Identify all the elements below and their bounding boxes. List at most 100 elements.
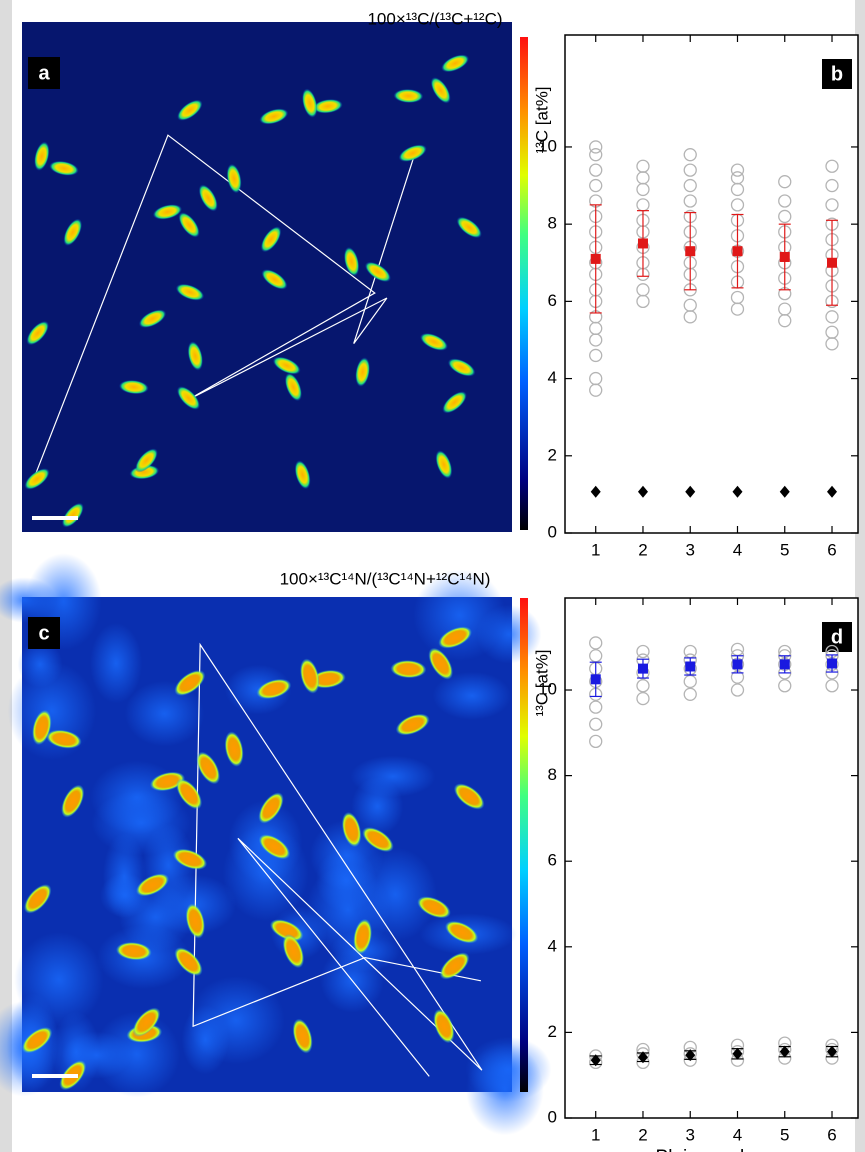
cell	[395, 713, 430, 736]
cell	[302, 88, 318, 118]
x-axis-label: Plain number	[656, 1147, 769, 1152]
y-axis-label: ¹³C [at%]	[532, 86, 551, 153]
y-tick-label: 2	[548, 1022, 557, 1041]
cell	[398, 144, 427, 162]
cell	[444, 920, 479, 944]
data-point	[637, 663, 648, 674]
cell	[256, 678, 292, 700]
x-tick-label: 2	[638, 540, 647, 559]
cell	[32, 709, 52, 746]
y-tick-label: 8	[548, 765, 557, 784]
cell	[364, 261, 391, 283]
data-point	[730, 198, 745, 212]
data-point	[637, 485, 648, 498]
cell	[152, 204, 183, 220]
cell	[26, 320, 49, 346]
cell	[34, 141, 50, 171]
data-point	[589, 371, 603, 386]
data-point	[636, 644, 650, 659]
panel-label-box	[28, 617, 60, 649]
cell	[174, 947, 203, 977]
data-point	[779, 485, 790, 498]
x-tick-label: 5	[780, 540, 789, 559]
data-point	[685, 246, 696, 257]
region-outline	[192, 642, 483, 1077]
data-point	[685, 1049, 696, 1062]
cell	[176, 386, 201, 410]
cell	[428, 647, 453, 680]
data-point	[827, 1045, 838, 1058]
cell	[393, 88, 424, 103]
cell	[115, 942, 152, 961]
data-point	[589, 178, 603, 193]
x-tick-label: 3	[685, 1125, 694, 1144]
cell	[269, 919, 304, 942]
cell	[258, 792, 284, 824]
data-point	[827, 658, 838, 669]
data-point	[825, 159, 839, 173]
data-point	[589, 636, 603, 650]
x-tick-label: 5	[780, 1125, 789, 1144]
cell	[390, 660, 427, 679]
cell	[24, 468, 50, 490]
data-point	[779, 251, 790, 262]
data-point	[730, 163, 745, 177]
cell	[272, 356, 301, 375]
cell	[196, 751, 221, 785]
plot-area	[564, 34, 859, 534]
data-point	[778, 209, 792, 224]
data-point	[590, 1054, 601, 1067]
data-point	[636, 679, 650, 693]
cell	[420, 333, 448, 351]
y-tick-label: 4	[548, 368, 557, 387]
x-tick-label: 1	[591, 540, 600, 559]
panel-label: b	[831, 63, 843, 85]
cell	[441, 54, 470, 73]
data-point	[827, 257, 838, 268]
data-point	[730, 171, 745, 185]
cell	[226, 163, 242, 194]
y-tick-label: 8	[548, 214, 557, 233]
cell	[138, 309, 167, 328]
data-point	[589, 717, 603, 731]
data-point	[590, 485, 601, 498]
data-point	[589, 163, 603, 177]
cell	[438, 626, 472, 649]
cell	[362, 827, 394, 853]
cell	[433, 1008, 455, 1044]
cell	[187, 341, 203, 371]
y-tick-label: 0	[548, 522, 557, 541]
colorbar	[520, 598, 528, 1092]
data-point	[779, 659, 790, 670]
y-tick-label: 4	[548, 936, 557, 955]
data-point	[827, 485, 838, 498]
y-tick-label: 10	[538, 680, 557, 699]
colorbar	[520, 37, 528, 530]
data-point	[732, 485, 743, 498]
haze	[7, 661, 97, 761]
cell	[178, 212, 200, 238]
y-tick-label: 6	[548, 291, 557, 310]
data-point	[636, 159, 650, 173]
cell	[456, 216, 482, 239]
data-point	[683, 178, 697, 193]
cell	[294, 460, 311, 490]
data-point	[685, 485, 696, 498]
cell	[185, 903, 206, 939]
haze	[90, 622, 143, 704]
cell	[261, 269, 288, 290]
cell	[439, 952, 470, 980]
data-point	[683, 163, 697, 177]
image-title: 100×¹³C¹⁴N/(¹³C¹⁴N+¹²C¹⁴N)	[280, 569, 491, 588]
cell	[259, 108, 289, 125]
data-point	[825, 679, 839, 693]
haze	[118, 882, 193, 952]
data-point	[730, 290, 745, 305]
cell	[63, 218, 83, 246]
panel-label: c	[38, 622, 49, 644]
image-panel	[22, 22, 512, 532]
cell	[282, 934, 305, 969]
x-tick-label: 6	[827, 1125, 836, 1144]
cell	[353, 918, 373, 955]
haze	[91, 790, 192, 856]
